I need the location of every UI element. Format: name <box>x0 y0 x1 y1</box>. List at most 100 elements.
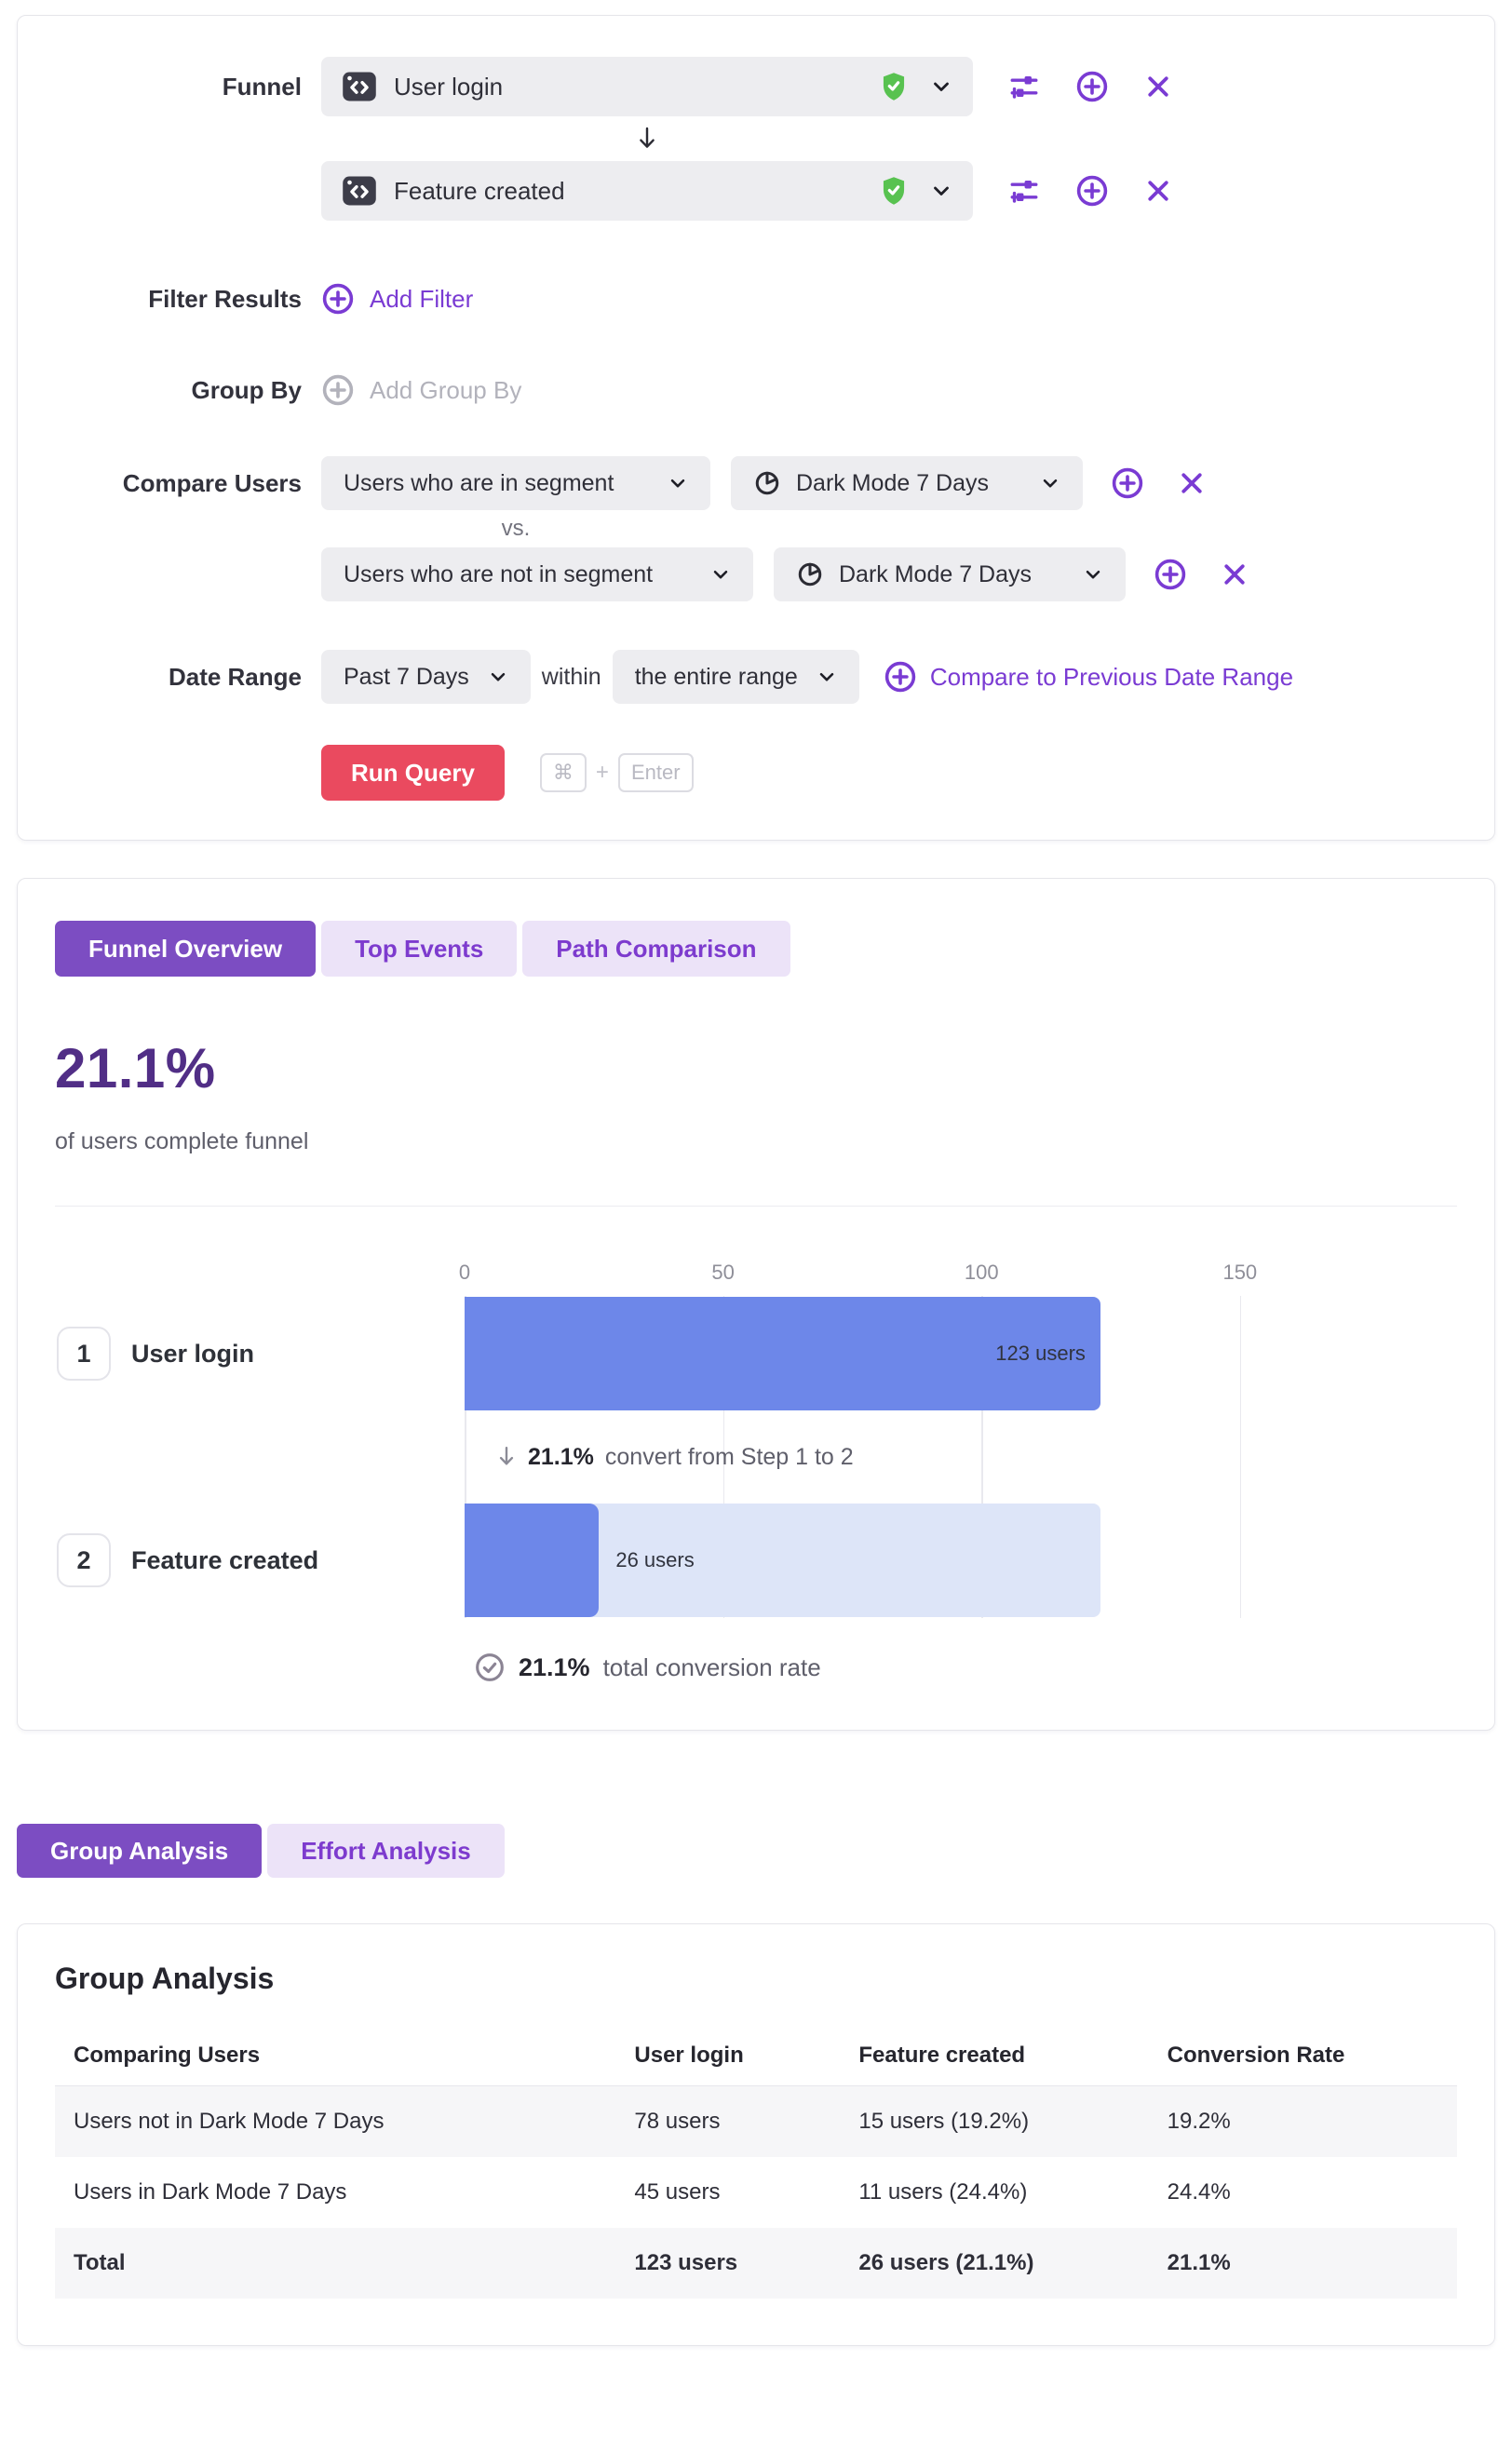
run-query-button[interactable]: Run Query <box>321 745 505 801</box>
cmd-key: ⌘ <box>539 753 587 792</box>
remove-step-x-icon[interactable] <box>1144 177 1172 205</box>
event-select-step-1[interactable]: User login <box>321 57 973 116</box>
tab-path-comparison[interactable]: Path Comparison <box>522 921 790 977</box>
table-cell: 11 users (24.4%) <box>858 2178 1028 2205</box>
table-cell: Users in Dark Mode 7 Days <box>74 2178 347 2205</box>
gridline <box>465 1296 466 1618</box>
funnel-step-2-row: 2 Feature created 26 users <box>55 1503 1457 1618</box>
add-compare-plus-circle-icon[interactable] <box>1111 466 1144 500</box>
within-label: within <box>541 663 601 690</box>
event-name: User login <box>394 72 504 101</box>
chevron-down-icon <box>1083 564 1103 585</box>
gridline <box>981 1296 983 1618</box>
enter-key: Enter <box>617 753 694 792</box>
funnel-bar-track: 26 users <box>465 1504 1100 1617</box>
segment-membership-value: Users who are not in segment <box>344 560 654 587</box>
x-tick-label: 150 <box>1222 1261 1258 1284</box>
results-card: Funnel Overview Top Events Path Comparis… <box>17 878 1495 1731</box>
chevron-down-icon <box>930 180 952 202</box>
remove-step-x-icon[interactable] <box>1144 73 1172 101</box>
add-filter-label: Add Filter <box>370 284 474 313</box>
table-cell: 123 users <box>634 2249 738 2275</box>
add-group-by-label: Add Group By <box>370 375 522 404</box>
add-step-plus-circle-icon[interactable] <box>1075 174 1109 208</box>
segment-membership-select[interactable]: Users who are not in segment <box>321 547 753 601</box>
group-analysis-title: Group Analysis <box>55 1962 275 1995</box>
verified-shield-icon <box>880 176 908 206</box>
segment-select[interactable]: Dark Mode 7 Days <box>774 547 1126 601</box>
segment-select[interactable]: Dark Mode 7 Days <box>731 456 1083 510</box>
tab-funnel-overview[interactable]: Funnel Overview <box>55 921 317 977</box>
add-compare-plus-circle-icon[interactable] <box>1154 558 1187 591</box>
compare-previous-date-range-button[interactable]: Compare to Previous Date Range <box>884 660 1293 694</box>
group-analysis-table: Comparing Users User login Feature creat… <box>55 2028 1457 2299</box>
x-tick-label: 50 <box>711 1261 735 1284</box>
chart-body: 1 User login 123 users 2 1 <box>55 1296 1457 1618</box>
tab-effort-analysis[interactable]: Effort Analysis <box>267 1824 505 1878</box>
step-settings-sliders-icon[interactable] <box>1008 175 1040 207</box>
plus-circle-icon <box>884 660 917 694</box>
add-filter-button[interactable]: Add Filter <box>321 282 473 316</box>
funnel-bar-step-1[interactable]: 123 users <box>465 1297 1100 1410</box>
bar-value-label: 26 users <box>615 1548 695 1571</box>
column-header: Conversion Rate <box>1148 2028 1457 2086</box>
check-circle-icon <box>474 1652 506 1683</box>
compare-previous-date-range-label: Compare to Previous Date Range <box>929 662 1294 691</box>
compare-users-label: Compare Users <box>122 469 302 497</box>
column-header: User login <box>615 2028 841 2086</box>
date-range-value: Past 7 Days <box>344 663 469 690</box>
chart-gridlines <box>465 1296 1457 1618</box>
column-header: Feature created <box>840 2028 1149 2086</box>
segment-value: Dark Mode 7 Days <box>839 560 1033 587</box>
funnel-chart: 0 50 100 150 1 User login 123 users <box>55 1261 1457 1683</box>
chevron-down-icon <box>930 75 952 98</box>
group-by-row: Group By Add Group By <box>55 373 1457 407</box>
plus-circle-icon <box>321 282 355 316</box>
funnel-step-1-row: 1 User login 123 users <box>55 1296 1457 1411</box>
event-icon <box>342 71 377 102</box>
table-cell: 15 users (19.2%) <box>858 2108 1030 2134</box>
funnel-label: Funnel <box>222 72 302 101</box>
column-header: Comparing Users <box>55 2028 616 2086</box>
step-settings-sliders-icon[interactable] <box>1008 71 1040 102</box>
compare-row-2: Users who are not in segment Dark Mode 7… <box>321 547 1249 601</box>
add-group-by-button[interactable]: Add Group By <box>321 373 521 407</box>
segment-value: Dark Mode 7 Days <box>796 469 990 496</box>
plus-circle-icon <box>321 373 355 407</box>
funnel-bar-step-2[interactable] <box>465 1504 600 1617</box>
funnel-step-row-1: Funnel User login <box>55 57 1457 116</box>
step-connector-row <box>55 116 1457 161</box>
chart-ticks: 0 50 100 150 <box>459 1261 1457 1296</box>
event-name: Feature created <box>394 176 565 205</box>
filter-results-row: Filter Results Add Filter <box>55 282 1457 316</box>
chevron-down-icon <box>710 564 731 585</box>
divider <box>55 1206 1457 1207</box>
conversion-headline-caption: of users complete funnel <box>55 1128 309 1154</box>
analysis-tabs: Group Analysis Effort Analysis <box>17 1824 1495 1878</box>
step-conversion-text: convert from Step 1 to 2 <box>604 1443 854 1470</box>
step-name: User login <box>131 1339 255 1368</box>
plus-separator: + <box>595 760 609 785</box>
add-step-plus-circle-icon[interactable] <box>1075 70 1109 103</box>
remove-compare-x-icon[interactable] <box>1178 469 1206 497</box>
x-tick-label: 0 <box>458 1261 471 1284</box>
step-conversion-value: 21.1% <box>528 1443 594 1470</box>
funnel-step-row-2: Feature created <box>55 161 1457 221</box>
segment-membership-select[interactable]: Users who are in segment <box>321 456 710 510</box>
arrow-down-icon <box>496 1445 517 1469</box>
table-header-row: Comparing Users User login Feature creat… <box>55 2028 1457 2086</box>
compare-users-row: Compare Users Users who are in segment D… <box>55 456 1457 601</box>
gridline <box>1239 1296 1242 1618</box>
tab-group-analysis[interactable]: Group Analysis <box>17 1824 263 1878</box>
tab-top-events[interactable]: Top Events <box>321 921 518 977</box>
segment-pie-icon <box>753 469 781 497</box>
date-range-row: Date Range Past 7 Days within the entire… <box>55 650 1457 704</box>
chevron-down-icon <box>1040 473 1060 493</box>
event-select-step-2[interactable]: Feature created <box>321 161 973 221</box>
chevron-down-icon <box>817 667 837 687</box>
date-range-select[interactable]: Past 7 Days <box>321 650 531 704</box>
date-scope-select[interactable]: the entire range <box>612 650 859 704</box>
remove-compare-x-icon[interactable] <box>1221 560 1249 588</box>
compare-row-1: Users who are in segment Dark Mode 7 Day… <box>321 456 1249 510</box>
step-conversion-annotation: 21.1% convert from Step 1 to 2 <box>496 1411 1457 1503</box>
